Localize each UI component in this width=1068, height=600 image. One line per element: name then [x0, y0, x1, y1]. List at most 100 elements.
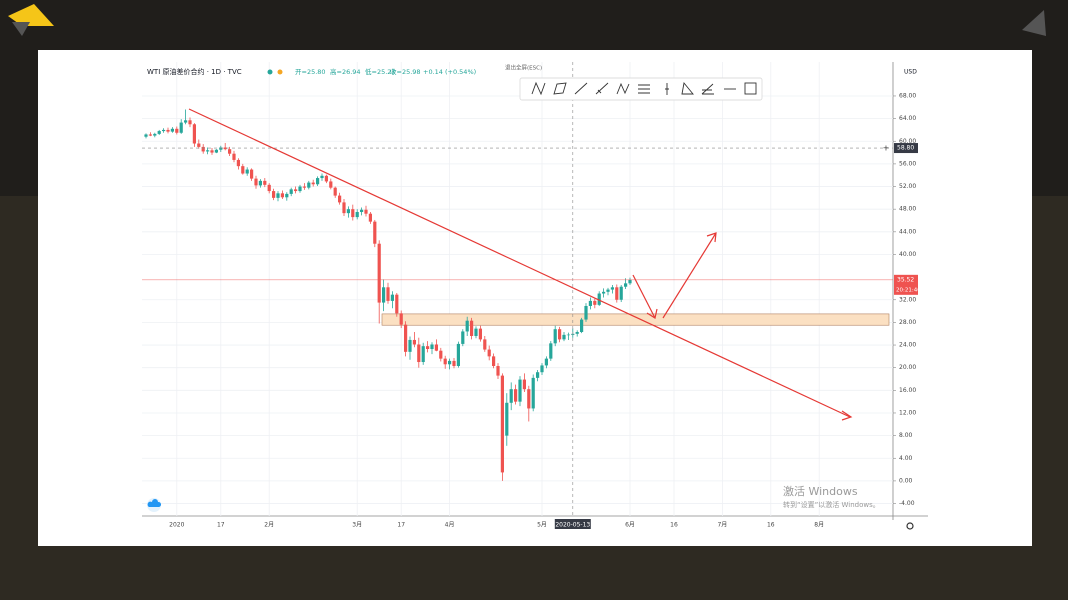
candle-body	[355, 212, 359, 218]
candle-body	[619, 286, 623, 300]
candle-body	[364, 209, 368, 214]
cloud-icon[interactable]	[147, 498, 162, 512]
annotations	[188, 108, 853, 421]
candle-body	[228, 149, 232, 154]
candle-body	[395, 294, 399, 314]
candle-body	[368, 213, 372, 222]
candle-body	[584, 305, 588, 320]
candle-body	[544, 358, 548, 366]
x-tick-label: 4月	[445, 522, 455, 529]
y-tick-label: 68.00	[899, 92, 916, 99]
x-tick-label: 6月	[625, 522, 635, 529]
candle-body	[311, 182, 315, 185]
candle-body	[588, 300, 592, 306]
y-tick-label: 0.00	[899, 477, 913, 484]
candle-body	[263, 180, 267, 185]
candle-body	[254, 178, 258, 186]
tool-icon[interactable]	[744, 82, 757, 95]
candle-body	[527, 389, 531, 409]
watermark-note: 转到“设置”以激活 Windows。	[783, 500, 880, 509]
crosshair-plus: +	[883, 144, 890, 153]
arrow-head	[841, 410, 853, 421]
candle-body	[580, 319, 584, 333]
candle-body	[531, 377, 535, 409]
x-tick-label: 8月	[814, 522, 824, 529]
candle-body	[412, 339, 416, 345]
x-tick-label: 2020	[169, 522, 184, 529]
y-tick-label: 24.00	[899, 342, 916, 349]
candle-body	[549, 343, 553, 359]
y-tick-label: 56.00	[899, 160, 916, 167]
cloud	[147, 499, 162, 507]
y-tick-label: 40.00	[899, 251, 916, 258]
candle-body	[606, 289, 610, 292]
candle-body	[430, 344, 434, 350]
candle-body	[390, 294, 394, 301]
settings-icon[interactable]	[906, 522, 914, 530]
x-tick-label: 2020-05-13	[555, 522, 590, 529]
candle-body	[267, 184, 271, 192]
candle-body	[452, 360, 456, 366]
candle-body	[404, 324, 408, 352]
candle-body	[474, 328, 478, 336]
candle-body	[478, 328, 482, 340]
candle-body	[518, 379, 522, 402]
y-tick-label: 60.00	[899, 138, 916, 145]
candle-body	[593, 300, 597, 305]
candle-body	[219, 147, 223, 150]
candle-body	[456, 343, 460, 366]
candle-body	[210, 150, 214, 153]
candle-body	[285, 193, 289, 198]
tool-icon[interactable]	[595, 82, 609, 95]
candle-body	[628, 279, 632, 284]
candle-body	[144, 134, 148, 137]
candle-body	[509, 389, 513, 403]
tool-icon[interactable]	[553, 82, 567, 95]
tool-icon[interactable]	[701, 83, 714, 95]
candle-body	[434, 344, 438, 351]
candle-body	[214, 149, 218, 153]
tool-icon[interactable]	[665, 83, 669, 95]
candle-body	[448, 360, 452, 365]
arrow-head	[706, 232, 717, 243]
candle-body	[602, 291, 606, 294]
candle-body	[417, 344, 421, 363]
candle-body	[483, 339, 487, 350]
candle-body	[324, 175, 328, 182]
tool-icon[interactable]	[616, 82, 630, 95]
candle-body	[162, 129, 166, 132]
open: 开=25.80	[295, 68, 326, 76]
y-tick-label: -4.00	[899, 500, 915, 507]
candle-body	[157, 131, 161, 134]
support-zone	[381, 313, 890, 326]
candle-body	[201, 146, 205, 152]
y-tick-label: 48.00	[899, 206, 916, 213]
tool-icon[interactable]	[531, 81, 546, 96]
tool-icon[interactable]	[681, 81, 694, 95]
candle-body	[470, 320, 474, 336]
candle-body	[514, 389, 518, 402]
candle-body	[377, 243, 381, 303]
candle-body	[342, 202, 346, 214]
countdown: 20:21:46	[896, 287, 921, 293]
tool-icon[interactable]	[574, 82, 588, 95]
candle-body	[558, 329, 562, 340]
candle-body	[179, 122, 183, 133]
candle-body	[575, 332, 579, 334]
candle-body	[188, 120, 192, 125]
candle-body	[615, 287, 619, 300]
exit-fullscreen[interactable]: 退出全屏(ESC)	[505, 64, 542, 72]
candle-body	[153, 133, 157, 136]
price-label-bg	[894, 274, 918, 295]
tool-icon[interactable]	[638, 84, 650, 94]
candle-body	[346, 209, 350, 214]
candle-body	[426, 346, 430, 350]
logo-shade	[12, 22, 30, 36]
y-tick-label: 4.00	[899, 455, 913, 462]
arrow	[632, 274, 656, 319]
candle-body	[597, 293, 601, 305]
arrow	[662, 232, 717, 319]
candle-body	[333, 187, 337, 196]
candle-body	[536, 372, 540, 378]
